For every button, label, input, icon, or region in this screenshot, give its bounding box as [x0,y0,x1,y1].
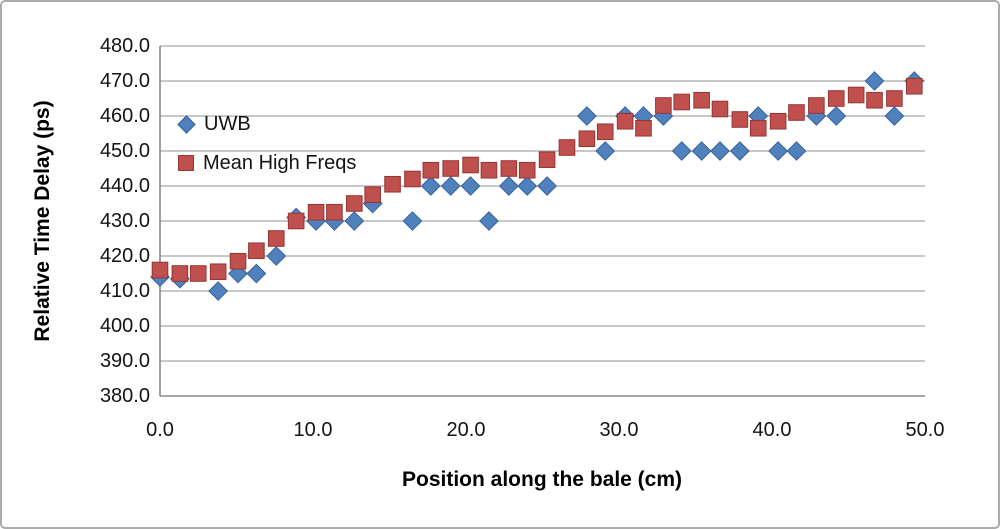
data-point-uwb [246,263,267,284]
y-tick-label: 450.0 [99,140,150,162]
data-point-mean-high-freqs [326,203,343,221]
y-tick-label: 390.0 [99,350,150,372]
data-point-mean-high-freqs [827,90,845,107]
data-point-mean-high-freqs [267,230,285,247]
y-tick-label: 420.0 [99,245,150,267]
data-point-mean-high-freqs [578,130,596,148]
data-point-uwb [864,71,885,91]
x-tick-label: 30.0 [599,419,639,441]
data-point-mean-high-freqs [769,112,787,130]
data-point-mean-high-freqs [711,100,729,118]
data-point-uwb [595,141,616,161]
x-tick-label: 50.0 [905,419,945,441]
data-point-mean-high-freqs [229,252,247,270]
data-point-mean-high-freqs [307,203,325,221]
data-point-uwb [517,176,538,196]
data-point-mean-high-freqs [384,175,401,193]
x-tick-label: 10.0 [293,419,333,441]
data-point-mean-high-freqs [673,93,691,111]
data-point-mean-high-freqs [500,160,518,177]
legend-label-mean-high-freqs: Mean High Freqs [203,152,357,174]
data-point-mean-high-freqs [189,265,207,282]
uwb-diamond-marker-icon [177,114,196,134]
data-point-mean-high-freqs [847,86,865,104]
y-tick-label: 430.0 [99,210,150,232]
legend: UWB Mean High Freqs [177,111,356,176]
data-point-uwb [768,141,789,161]
data-point-uwb [786,141,807,161]
data-point-mean-high-freqs [209,263,227,281]
data-point-uwb [440,176,461,196]
data-point-uwb [420,176,441,196]
y-tick-label: 440.0 [99,175,150,197]
data-point-mean-high-freqs [287,212,305,230]
data-point-mean-high-freqs [635,119,652,137]
data-point-uwb [671,141,692,161]
data-point-mean-high-freqs [788,104,805,121]
y-tick-label: 380.0 [99,385,150,407]
x-tick-label: 20.0 [446,419,486,441]
data-point-uwb [826,106,847,126]
x-tick-label: 0.0 [146,419,174,441]
data-point-uwb [729,141,750,161]
data-point-uwb [884,106,905,126]
data-point-mean-high-freqs [616,112,634,130]
data-point-uwb [460,176,481,196]
data-point-mean-high-freqs [749,119,767,137]
data-point-mean-high-freqs [404,170,421,188]
data-point-mean-high-freqs [442,160,459,177]
data-point-mean-high-freqs [905,77,923,95]
y-tick-label: 410.0 [99,280,150,302]
data-point-uwb [266,246,287,266]
data-point-mean-high-freqs [480,161,498,179]
legend-item-uwb: UWB [177,111,356,137]
data-point-mean-high-freqs [518,161,536,179]
data-point-mean-high-freqs [538,151,556,169]
data-point-uwb [228,263,248,284]
y-tick-label: 460.0 [99,105,150,127]
y-axis-title: Relative Time Delay (ps) [31,100,54,342]
data-point-uwb [498,176,519,196]
data-point-mean-high-freqs [171,265,189,282]
data-point-mean-high-freqs [346,195,363,212]
data-point-mean-high-freqs [151,261,169,279]
data-point-uwb [344,211,365,231]
legend-label-uwb: UWB [204,113,251,135]
legend-item-mean-high-freqs: Mean High Freqs [178,150,356,176]
y-tick-label: 470.0 [99,70,150,92]
data-point-mean-high-freqs [462,156,479,174]
mean-high-freqs-square-marker-icon [178,155,194,171]
data-point-uwb [402,211,423,231]
data-point-mean-high-freqs [693,91,710,109]
data-point-mean-high-freqs [422,161,440,179]
data-point-mean-high-freqs [364,186,381,204]
data-point-uwb [691,141,712,161]
data-point-uwb [537,176,557,196]
data-point-mean-high-freqs [596,123,614,141]
data-point-uwb [710,141,730,161]
data-point-uwb [208,281,229,301]
y-tick-label: 480.0 [99,35,150,57]
data-point-uwb [479,211,499,231]
data-point-mean-high-freqs [808,97,825,114]
data-point-mean-high-freqs [886,90,903,107]
y-tick-label: 400.0 [99,315,150,337]
data-point-mean-high-freqs [655,97,672,114]
data-point-mean-high-freqs [558,139,576,156]
x-tick-label: 40.0 [752,419,792,441]
x-axis-title: Position along the bale (cm) [401,468,683,491]
data-point-mean-high-freqs [248,242,265,260]
data-point-mean-high-freqs [866,91,883,109]
data-point-uwb [576,106,597,126]
data-point-mean-high-freqs [731,111,749,128]
